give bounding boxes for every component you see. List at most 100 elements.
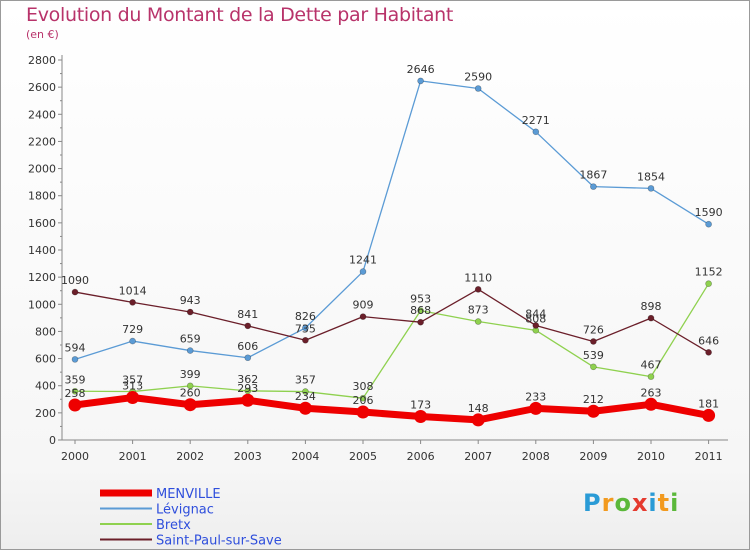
x-tick-label: 2005: [349, 450, 377, 463]
data-point: [644, 397, 658, 411]
series-line: [74, 288, 710, 353]
data-point: [417, 318, 424, 326]
data-label: 826: [295, 310, 316, 323]
data-labels: 594 729 659 606 826 1241 2646 2590 2271 1867 1854 1…: [61, 63, 723, 415]
data-point: [186, 347, 194, 354]
data-label: 173: [410, 399, 431, 412]
logo-letter: i: [648, 489, 658, 517]
data-label: 873: [468, 304, 489, 317]
data-point: [702, 408, 716, 422]
data-label: 659: [180, 333, 201, 346]
data-point: [359, 394, 367, 402]
data-point: [71, 356, 79, 363]
data-point: [647, 373, 655, 380]
legend-label: Lévignac: [156, 503, 214, 518]
logo-letter: t: [657, 489, 671, 517]
data-label: 594: [65, 341, 86, 354]
y-tick-label: 2200: [28, 135, 56, 148]
data-point: [359, 313, 367, 320]
data-label: 2646: [407, 63, 435, 76]
data-label: 729: [122, 323, 143, 336]
y-tick-label: 0: [49, 434, 56, 447]
data-point: [532, 322, 540, 329]
data-point: [590, 183, 597, 190]
data-point: [126, 391, 140, 405]
data-label: 357: [295, 374, 316, 387]
x-tick-label: 2000: [61, 450, 89, 463]
x-tick-label: 2003: [234, 450, 262, 463]
data-point: [129, 299, 136, 306]
data-label: 467: [641, 359, 662, 372]
chart-title: Evolution du Montant de la Dette par Hab…: [26, 4, 454, 26]
data-label: 206: [353, 394, 374, 407]
data-point: [414, 410, 428, 424]
data-label: 1014: [119, 284, 147, 297]
data-label: 359: [65, 373, 86, 386]
x-tick-label: 2008: [522, 450, 550, 463]
data-label: 1090: [61, 274, 89, 287]
data-point: [356, 405, 370, 419]
data-label: 233: [525, 390, 546, 403]
y-tick-label: 2400: [28, 108, 56, 121]
x-tick-label: 2002: [176, 450, 204, 463]
data-label: 909: [353, 299, 374, 312]
data-label: 308: [353, 380, 374, 393]
x-tick-label: 2001: [119, 450, 147, 463]
data-point: [241, 393, 255, 407]
data-point: [244, 354, 252, 362]
data-label: 1241: [349, 254, 377, 267]
data-point: [474, 318, 482, 325]
x-tick-label: 2009: [579, 450, 607, 463]
y-tick-label: 2600: [28, 81, 56, 94]
data-label: 953: [410, 293, 431, 306]
data-label: 399: [180, 368, 201, 381]
data-label: 212: [583, 393, 604, 406]
data-point: [705, 280, 712, 287]
data-point: [186, 308, 194, 316]
x-tick-label: 2007: [464, 450, 492, 463]
logo-letter: o: [614, 489, 632, 517]
data-point: [417, 77, 424, 85]
y-tick-label: 600: [35, 353, 56, 366]
x-tick-label: 2004: [291, 450, 319, 463]
data-label: 1152: [695, 266, 723, 279]
chart-unit-label: (en €): [26, 28, 59, 41]
data-label: 868: [410, 304, 431, 317]
data-point: [532, 128, 540, 136]
y-tick-label: 2000: [28, 163, 56, 176]
data-point: [129, 337, 136, 345]
data-point: [474, 85, 482, 92]
data-label: 539: [583, 349, 604, 362]
data-label: 1854: [637, 170, 665, 183]
y-tick-label: 1200: [28, 271, 56, 284]
data-point: [71, 288, 79, 296]
data-label: 362: [237, 373, 258, 386]
legend-label: Bretx: [156, 518, 191, 533]
y-tick-label: 1000: [28, 298, 56, 311]
data-point: [474, 286, 482, 293]
data-label: 260: [180, 387, 201, 400]
data-label: 313: [122, 380, 143, 393]
data-point: [244, 322, 252, 330]
y-tick-label: 400: [35, 380, 56, 393]
data-label: 2590: [464, 71, 492, 84]
data-point: [586, 404, 600, 418]
data-point: [471, 413, 485, 427]
data-label: 943: [180, 294, 201, 307]
logo-letter: i: [670, 489, 680, 517]
series-layer: [68, 77, 716, 427]
legend-label: Saint-Paul-sur-Save: [156, 534, 282, 549]
data-label: 1867: [579, 169, 607, 182]
y-tick-label: 800: [35, 325, 56, 338]
y-tick-label: 200: [35, 407, 56, 420]
data-label: 357: [122, 374, 143, 387]
data-point: [71, 387, 79, 395]
data-point: [705, 349, 712, 356]
data-point: [590, 363, 597, 371]
data-label: 606: [237, 340, 258, 353]
axes: 0 200 400 600 800 1000 1200 1400 1600 1800 2000 220…: [28, 54, 728, 463]
data-point: [186, 382, 194, 390]
data-label: 735: [295, 322, 316, 335]
data-label: 2271: [522, 114, 550, 127]
